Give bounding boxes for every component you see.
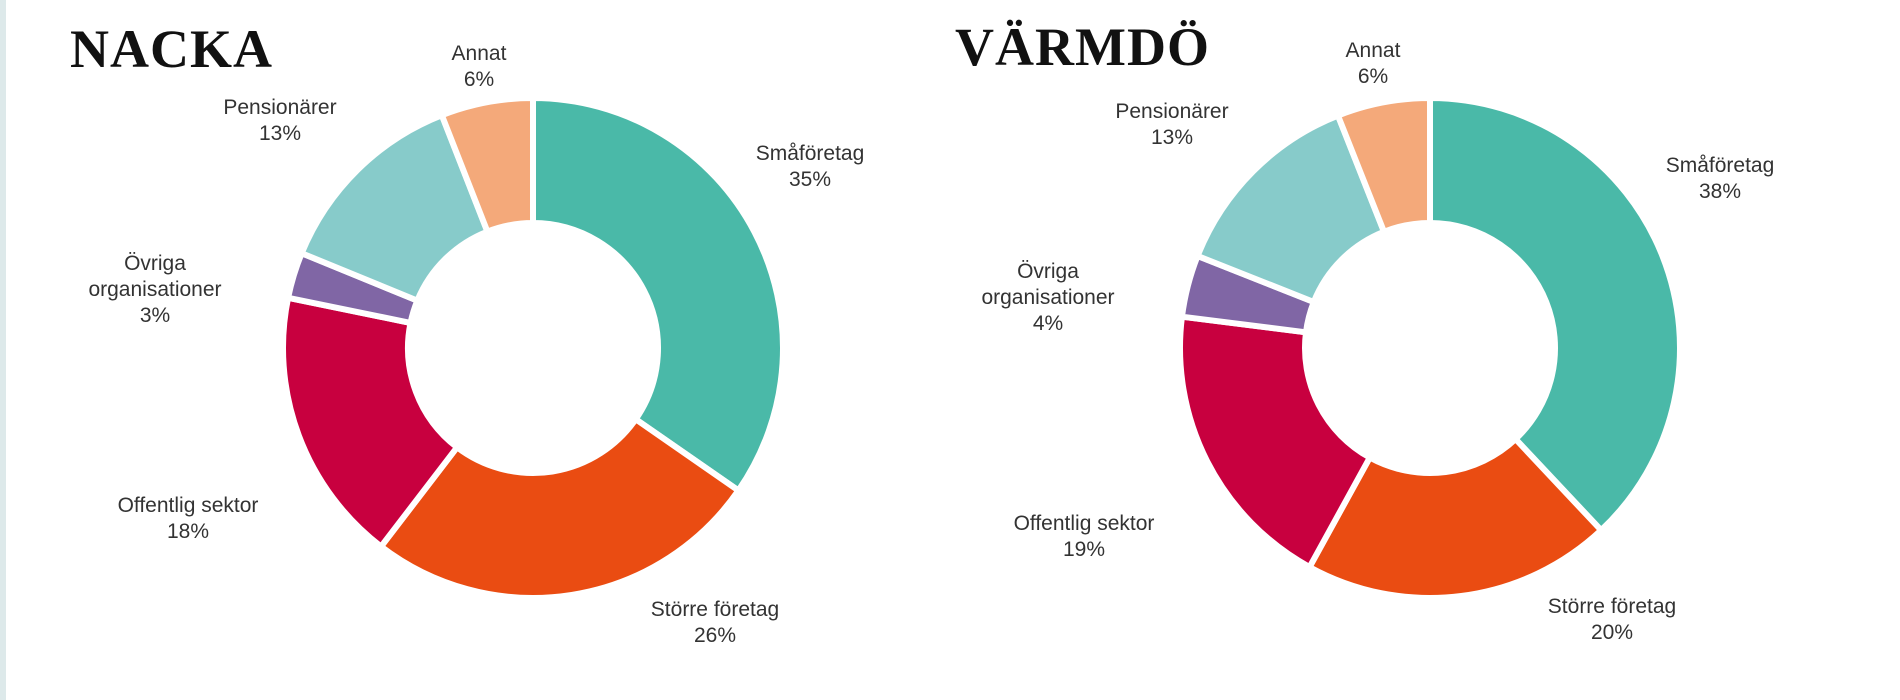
slice-label-pensionarer: Pensionärer 13% <box>1115 100 1228 149</box>
page-edge-strip <box>0 0 6 700</box>
chart-title-nacka: NACKA <box>70 19 273 79</box>
donut-varmdo: Småföretag 38% Större företag 20% Offentlig … <box>981 39 1774 644</box>
slice-label-storre-foretag: Större företag 26% <box>651 598 779 647</box>
slice-pensionarer <box>1193 111 1388 306</box>
slice-storre-foretag <box>376 415 743 601</box>
slice-label-annat: Annat 6% <box>452 42 507 91</box>
slice-label-smaforetag: Småföretag 35% <box>756 142 865 191</box>
slice-annat <box>1334 94 1433 236</box>
slice-label-smaforetag: Småföretag 38% <box>1666 154 1775 203</box>
slice-label-ovriga-organisationer: Övriga organisationer 4% <box>981 260 1114 335</box>
slice-label-ovriga-organisationer: Övriga organisationer 3% <box>88 252 221 327</box>
chart-title-varmdo: VÄRMDÖ <box>955 17 1210 77</box>
slice-label-annat: Annat 6% <box>1346 39 1401 88</box>
slice-smaforetag <box>1427 94 1683 535</box>
slice-smaforetag <box>530 94 786 495</box>
donut-nacka: Småföretag 35% Större företag 26% Offentlig … <box>88 42 864 647</box>
slice-pensionarer <box>297 111 492 305</box>
slice-label-offentlig-sektor: Offentlig sektor 18% <box>118 494 259 543</box>
slice-offentlig-sektor <box>1177 313 1374 572</box>
slice-annat <box>437 94 536 236</box>
slice-label-storre-foretag: Större företag 20% <box>1548 595 1676 644</box>
slice-storre-foretag <box>1305 434 1606 601</box>
slice-offentlig-sektor <box>280 294 462 551</box>
slice-label-pensionarer: Pensionärer 13% <box>223 96 336 145</box>
slice-label-offentlig-sektor: Offentlig sektor 19% <box>1014 512 1155 561</box>
